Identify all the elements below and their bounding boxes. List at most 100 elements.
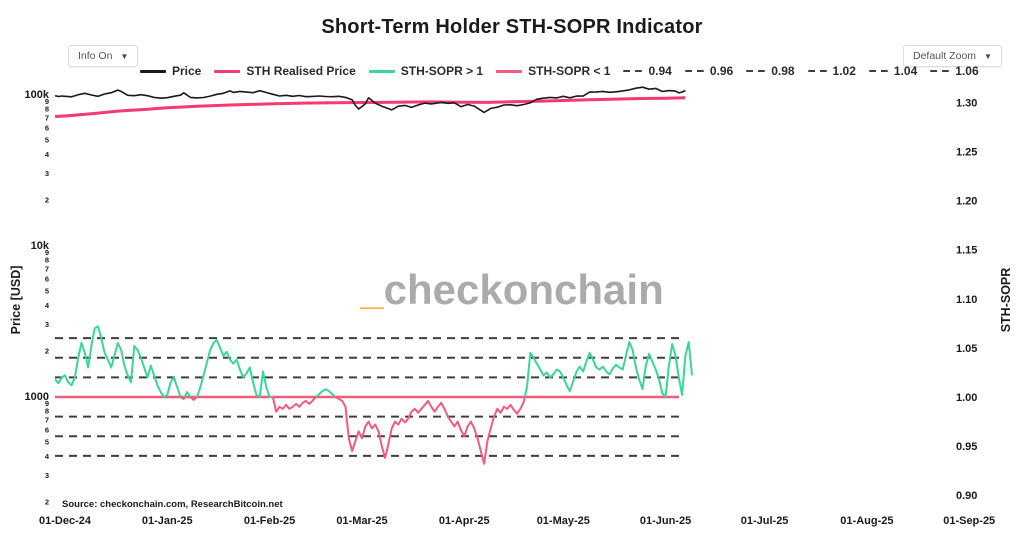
price-axis-minor-tick: 6 [45, 425, 49, 434]
dashed-line-swatch-icon [746, 69, 766, 73]
dashed-line-swatch-icon [684, 69, 704, 73]
price-axis-minor-tick: 9 [45, 248, 49, 257]
price-axis-minor-tick: 2 [45, 196, 49, 205]
sth-sopr-above-1-line [523, 341, 693, 398]
price-axis-minor-tick: 3 [45, 169, 49, 178]
legend-label: STH-SOPR < 1 [528, 64, 611, 78]
chevron-down-icon: ▼ [984, 51, 992, 61]
price-axis-minor-tick: 6 [45, 274, 49, 283]
legend-item-1.04[interactable]: 1.04 [868, 64, 918, 78]
sth-sopr-below-1-line [189, 396, 198, 401]
price-axis-minor-tick: 9 [45, 97, 49, 106]
zoom-dropdown-label: Default Zoom [913, 50, 977, 62]
price-axis-tick-100k: 100k [25, 89, 50, 101]
legend-item-0.94[interactable]: 0.94 [623, 64, 672, 78]
price-axis-minor-tick: 3 [45, 320, 49, 329]
price-axis-minor-tick: 5 [45, 286, 49, 295]
price-axis-minor-tick: 4 [45, 452, 50, 461]
source-note: Source: checkonchain.com, ResearchBitcoi… [62, 499, 284, 510]
price-axis-minor-tick: 8 [45, 407, 49, 416]
x-axis-tick-01-Feb-25: 01-Feb-25 [244, 515, 295, 527]
sopr-axis-tick-1.10: 1.10 [956, 294, 977, 306]
legend-label: 1.06 [955, 64, 979, 78]
legend-item-1.02[interactable]: 1.02 [807, 64, 856, 78]
x-axis-tick-01-Jun-25: 01-Jun-25 [640, 515, 691, 527]
legend-label: STH-SOPR > 1 [400, 64, 484, 78]
price-axis-title: Price [USD] [9, 266, 23, 335]
page-title: Short-Term Holder STH-SOPR Indicator [321, 16, 703, 38]
legend-label: 0.96 [709, 64, 734, 78]
dashed-line-swatch-icon [930, 69, 950, 73]
sth-sopr-above-1-line [315, 388, 337, 398]
legend-label: 1.02 [832, 64, 856, 78]
dashed-line-swatch-icon [623, 69, 643, 73]
legend-item-sth-sopr-1[interactable]: STH-SOPR > 1 [368, 64, 484, 78]
sopr-axis-tick-1.25: 1.25 [956, 147, 977, 159]
sopr-axis-tick-1.15: 1.15 [956, 245, 977, 257]
line-swatch-icon [368, 69, 395, 73]
x-axis-tick-01-Apr-25: 01-Apr-25 [439, 515, 490, 527]
x-axis-tick-01-Aug-25: 01-Aug-25 [840, 515, 893, 527]
price-axis-minor-tick: 6 [45, 123, 49, 132]
line-swatch-icon [214, 69, 241, 73]
info-dropdown-button[interactable]: Info On ▼ [68, 45, 139, 67]
sopr-axis-tick-1.30: 1.30 [956, 97, 977, 109]
sth-sopr-below-1-line [335, 396, 526, 465]
legend-label: 0.98 [771, 64, 795, 78]
sth-sopr-above-1-line [196, 339, 273, 398]
price-axis-minor-tick: 5 [45, 437, 49, 446]
legend-label: Price [172, 64, 202, 78]
legend-item-price[interactable]: Price [140, 64, 201, 78]
price-axis-minor-tick: 8 [45, 256, 49, 265]
sth-sopr-below-1-line [179, 396, 186, 400]
price-axis-minor-tick: 4 [45, 301, 50, 310]
dashed-line-swatch-icon [868, 69, 888, 73]
x-axis-tick-01-Sep-25: 01-Sep-25 [943, 515, 995, 527]
line-swatch-icon [140, 69, 166, 73]
zoom-dropdown-button[interactable]: Default Zoom ▼ [903, 45, 1002, 67]
sopr-axis-title: STH-SOPR [999, 268, 1013, 333]
price-line [54, 86, 686, 114]
price-axis-minor-tick: 3 [45, 471, 49, 480]
sth-sopr-above-1-line [54, 325, 182, 398]
price-axis-minor-tick: 2 [45, 498, 49, 507]
line-swatch-icon [496, 69, 523, 73]
x-axis-tick-01-Jul-25: 01-Jul-25 [741, 515, 789, 527]
price-axis-minor-tick: 7 [45, 264, 49, 273]
legend-label: 1.04 [893, 64, 918, 78]
sopr-axis-tick-1.00: 1.00 [956, 392, 977, 404]
dashed-line-swatch-icon [807, 69, 827, 73]
price-axis-tick-10k: 10k [31, 240, 50, 252]
sopr-axis-tick-1.05: 1.05 [956, 343, 977, 355]
price-axis-minor-tick: 7 [45, 113, 49, 122]
sopr-axis-tick-1.20: 1.20 [956, 196, 977, 208]
legend-label: 0.94 [648, 64, 672, 78]
chevron-down-icon: ▼ [120, 51, 129, 61]
sth-realised-price-line [55, 96, 686, 118]
price-axis-minor-tick: 8 [45, 105, 49, 114]
price-axis-minor-tick: 7 [45, 415, 49, 424]
sopr-axis-tick-0.95: 0.95 [956, 441, 977, 453]
price-axis-minor-tick: 9 [45, 399, 49, 408]
price-axis-minor-tick: 5 [45, 135, 49, 144]
sopr-axis-tick-0.90: 0.90 [956, 490, 977, 502]
legend-item-sth-sopr-1[interactable]: STH-SOPR < 1 [496, 64, 610, 78]
price-axis-minor-tick: 2 [45, 347, 49, 356]
legend-item-sth-realised-price[interactable]: STH Realised Price [214, 64, 356, 78]
price-axis-tick-1000: 1000 [25, 391, 49, 403]
legend-item-1.06[interactable]: 1.06 [930, 64, 979, 78]
legend-item-0.96[interactable]: 0.96 [684, 64, 734, 78]
legend-label: STH Realised Price [246, 64, 356, 78]
x-axis-tick-01-Dec-24: 01-Dec-24 [39, 515, 92, 527]
info-dropdown-label: Info On [78, 50, 113, 62]
chart-legend: Price STH Realised Price STH-SOPR > 1 STH-S… [140, 64, 979, 78]
x-axis-tick-01-Mar-25: 01-Mar-25 [336, 515, 387, 527]
x-axis-tick-01-May-25: 01-May-25 [537, 515, 590, 527]
x-axis-tick-01-Jan-25: 01-Jan-25 [142, 515, 193, 527]
legend-item-0.98[interactable]: 0.98 [746, 64, 795, 78]
price-axis-minor-tick: 4 [45, 150, 50, 159]
sth-sopr-above-1-line [183, 391, 192, 398]
sth-sopr-below-1-line [271, 396, 317, 413]
